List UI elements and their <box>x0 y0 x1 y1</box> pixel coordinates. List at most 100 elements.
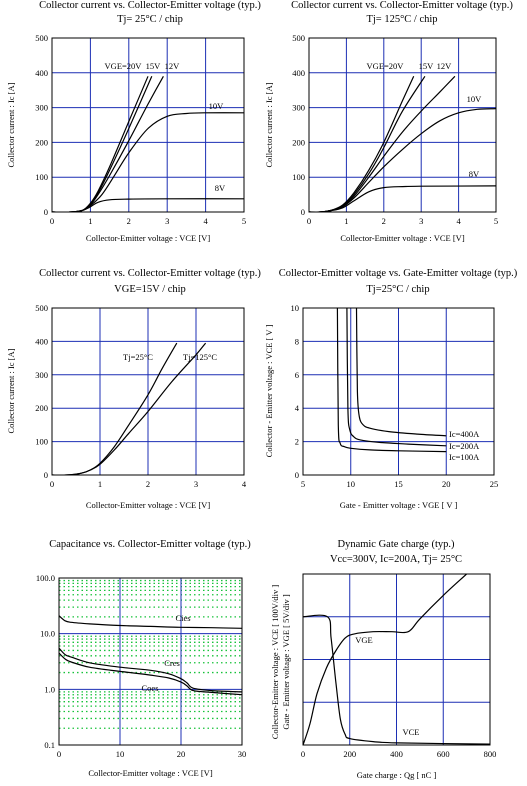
chart-title: Capacitance vs. Collector-Emitter voltag… <box>49 539 251 550</box>
series-line-1 <box>303 574 468 745</box>
x-tick-label: 2 <box>382 216 386 226</box>
minor-grid <box>59 579 242 729</box>
x-axis-label: Collector-Emitter voltage : VCE [V] <box>86 500 210 510</box>
chart-subtitle: Tj= 25°C / chip <box>117 14 183 25</box>
series-line-2 <box>303 614 490 745</box>
series-line-3 <box>336 308 447 453</box>
x-tick-label: 1 <box>98 479 102 489</box>
x-tick-label: 4 <box>456 216 461 226</box>
y-tick-label: 8 <box>295 336 299 346</box>
series-group <box>336 308 447 453</box>
y-tick-label: 300 <box>35 103 48 113</box>
x-tick-label: 30 <box>238 749 247 759</box>
y-tick-label: 200 <box>292 137 305 147</box>
series-line-3 <box>52 76 164 212</box>
y-tick-label: 100 <box>292 172 305 182</box>
plot-frame <box>51 307 245 476</box>
series-line-3 <box>309 75 456 212</box>
y-tick-label: 0 <box>295 470 299 480</box>
plot-frame <box>302 307 495 476</box>
y-tick-label: 10 <box>291 303 300 313</box>
plot-frame <box>58 577 243 746</box>
series-label: VGE <box>355 635 372 645</box>
series-label: 8V <box>469 169 480 179</box>
series-label: 10V <box>467 94 483 104</box>
series-line-1 <box>355 308 447 437</box>
x-tick-label: 10 <box>116 749 125 759</box>
x-tick-label: 20 <box>442 479 451 489</box>
y-tick-label: 400 <box>35 68 48 78</box>
x-axis-label: Gate - Emitter voltage : VGE [ V ] <box>340 500 458 510</box>
plot-frame <box>308 37 497 213</box>
x-tick-label: 600 <box>437 749 450 759</box>
plot-frame <box>302 573 491 746</box>
series-line-4 <box>52 112 244 212</box>
x-tick-label: 4 <box>203 216 208 226</box>
series-label: 12V <box>165 61 181 71</box>
y-tick-label: 100.0 <box>36 573 55 583</box>
series-label: 10V <box>209 101 225 111</box>
chart-title: Collector current vs. Collector-Emitter … <box>291 0 513 11</box>
series-label: Ic=400A <box>449 429 480 439</box>
chart-title: Collector current vs. Collector-Emitter … <box>39 0 261 11</box>
x-tick-label: 5 <box>494 216 498 226</box>
x-tick-label: 3 <box>165 216 169 226</box>
x-axis-label: Collector-Emitter voltage : VCE [V] <box>88 768 212 778</box>
x-tick-label: 200 <box>343 749 356 759</box>
series-group <box>303 574 490 745</box>
y-tick-label: 0 <box>44 470 48 480</box>
chart-subtitle: Tj=25°C / chip <box>366 284 429 295</box>
y-tick-label: 0 <box>301 207 305 217</box>
series-label: Cres <box>164 658 180 668</box>
x-tick-label: 800 <box>484 749 497 759</box>
y-tick-label: 400 <box>35 336 48 346</box>
series-line-2 <box>59 647 242 693</box>
major-grid <box>303 308 494 475</box>
x-axis-label: Gate charge : Qg [ nC ] <box>357 770 437 780</box>
y-tick-label: 4 <box>295 403 300 413</box>
series-label: 12V <box>437 61 453 71</box>
series-group <box>59 615 242 696</box>
y-tick-label: 0.1 <box>44 740 55 750</box>
x-tick-label: 5 <box>242 216 246 226</box>
x-tick-label: 25 <box>490 479 499 489</box>
series-label: Cies <box>175 613 190 623</box>
series-line-2 <box>52 342 207 475</box>
y-axis-label: Collector current : Ic [A] <box>264 82 274 167</box>
series-label: Coes <box>142 683 159 693</box>
series-label: 8V <box>215 183 226 193</box>
series-label: Ic=200A <box>449 441 480 451</box>
chart-5: Capacitance vs. Collector-Emitter voltag… <box>36 539 251 778</box>
x-tick-label: 1 <box>88 216 92 226</box>
chart-3: Collector current vs. Collector-Emitter … <box>6 268 261 510</box>
y-tick-label: 500 <box>35 33 48 43</box>
x-tick-label: 3 <box>419 216 423 226</box>
y-axis-label: Collector - Emitter voltage : VCE [ V ] <box>264 324 274 457</box>
x-tick-label: 2 <box>127 216 131 226</box>
x-tick-label: 10 <box>347 479 356 489</box>
y-tick-label: 200 <box>35 137 48 147</box>
series-line-3 <box>59 652 242 696</box>
series-line-5 <box>52 198 244 212</box>
major-grid <box>52 308 244 475</box>
x-tick-label: 1 <box>344 216 348 226</box>
y-tick-label: 100 <box>35 172 48 182</box>
y-tick-label: 400 <box>292 68 305 78</box>
x-axis-label: Collector-Emitter voltage : VCE [V] <box>340 233 464 243</box>
chart-title: Collector current vs. Collector-Emitter … <box>39 268 261 279</box>
chart-subtitle: Tj= 125°C / chip <box>366 14 437 25</box>
y-axis-label: Collector-Emitter voltage : VCE [ 100V/d… <box>270 585 280 740</box>
chart-1: Collector current vs. Collector-Emitter … <box>6 0 261 243</box>
series-line-1 <box>59 615 242 629</box>
y-tick-label: 500 <box>35 303 48 313</box>
y-tick-label: 0 <box>44 207 48 217</box>
chart-4: Collector-Emitter voltage vs. Gate-Emitt… <box>264 268 518 510</box>
y-tick-label: 300 <box>292 103 305 113</box>
chart-subtitle: Vcc=300V, Ic=200A, Tj= 25°C <box>330 554 462 565</box>
x-tick-label: 4 <box>242 479 247 489</box>
y-tick-label: 10.0 <box>40 629 55 639</box>
chart-title: Collector-Emitter voltage vs. Gate-Emitt… <box>279 268 518 279</box>
series-line-4 <box>309 108 496 212</box>
major-grid <box>52 38 244 212</box>
